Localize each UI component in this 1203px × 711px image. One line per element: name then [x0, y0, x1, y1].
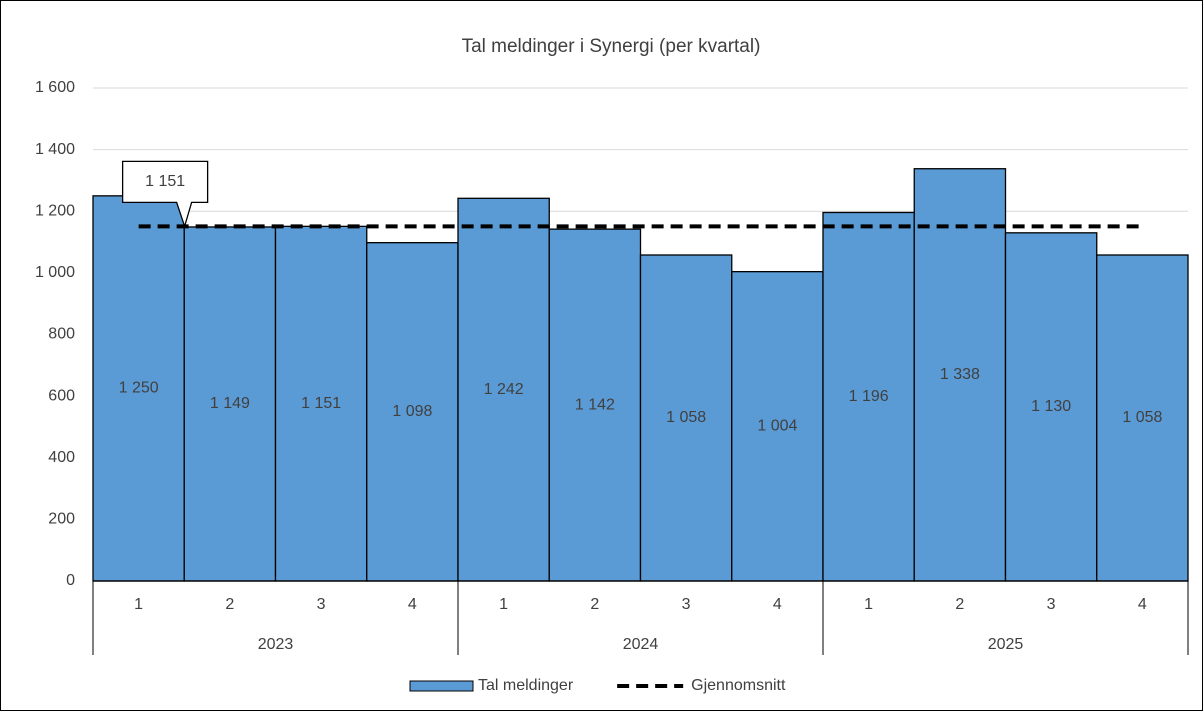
data-label: 1 151 [301, 395, 341, 412]
y-tick-label: 400 [48, 449, 75, 466]
x-tick-label: 2 [955, 596, 964, 613]
group-label: 2023 [258, 636, 294, 653]
y-tick-label: 800 [48, 326, 75, 343]
data-label: 1 142 [575, 396, 615, 413]
y-tick-label: 600 [48, 387, 75, 404]
data-label: 1 242 [484, 381, 524, 398]
bar [913, 168, 1007, 582]
x-tick-label: 4 [1138, 596, 1147, 613]
x-tick-label: 3 [1047, 596, 1056, 613]
y-tick-label: 1 400 [35, 141, 75, 158]
bar [457, 197, 550, 582]
bar [731, 270, 824, 582]
data-label: 1 058 [666, 409, 706, 426]
data-label: 1 196 [849, 388, 889, 405]
group-label: 2025 [988, 636, 1024, 653]
bar [822, 211, 915, 582]
callout-box [121, 160, 209, 229]
x-tick-label: 3 [682, 596, 691, 613]
x-tick-label: 3 [317, 596, 326, 613]
x-tick-label: 1 [864, 596, 873, 613]
y-tick-label: 1 600 [35, 79, 75, 96]
x-tick-label: 4 [408, 596, 417, 613]
data-label: 1 004 [757, 418, 797, 435]
legend-label: Tal meldinger [478, 677, 574, 694]
chart-title: Tal meldinger i Synergi (per kvartal) [462, 36, 761, 57]
bar [639, 254, 733, 582]
y-tick-label: 0 [66, 572, 75, 589]
y-tick-label: 200 [48, 511, 75, 528]
bar [548, 228, 642, 582]
x-tick-label: 1 [499, 596, 508, 613]
x-tick-label: 1 [134, 596, 143, 613]
y-tick-label: 1 000 [35, 264, 75, 281]
data-label: 1 250 [119, 380, 159, 397]
legend-swatch [409, 680, 474, 692]
bar [1096, 254, 1189, 582]
data-label: 1 130 [1031, 398, 1071, 415]
legend-label: Gjennomsnitt [691, 677, 786, 694]
data-label: 1 058 [1122, 409, 1162, 426]
x-tick-label: 2 [590, 596, 599, 613]
data-label: 1 151 [145, 173, 185, 190]
y-tick-label: 1 200 [35, 202, 75, 219]
x-tick-label: 2 [225, 596, 234, 613]
data-label: 1 338 [940, 366, 980, 383]
x-tick-label: 4 [773, 596, 782, 613]
data-label: 1 149 [210, 395, 250, 412]
data-label: 1 098 [392, 403, 432, 420]
group-label: 2024 [623, 636, 659, 653]
